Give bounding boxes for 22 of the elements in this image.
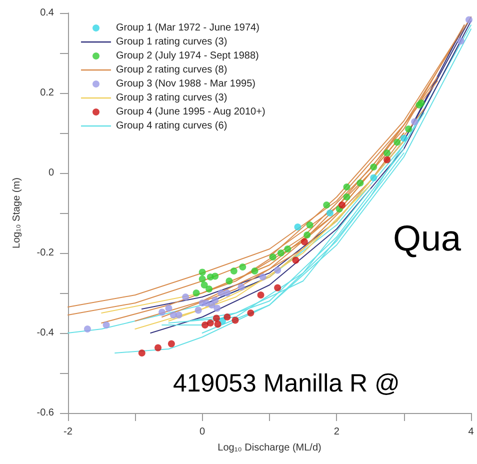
legend-label: Group 3 rating curves (3) [116, 92, 228, 104]
legend-label: Group 4 (June 1995 - Aug 2010+) [116, 106, 266, 118]
x-tick-label: 2 [334, 426, 340, 438]
legend-label: Group 2 rating curves (8) [116, 64, 228, 76]
y-tick-label: 0.4 [40, 8, 54, 18]
legend-label: Group 4 rating curves (6) [116, 120, 228, 132]
x-tick-label: 0 [200, 426, 206, 438]
legend-label: Group 3 (Nov 1988 - Mar 1995) [116, 78, 256, 90]
y-tick-label: 0.2 [40, 88, 54, 98]
legend-label: Group 2 (July 1974 - Sept 1988) [116, 50, 259, 62]
y-tick-label: -0.6 [36, 408, 54, 418]
y-tick-label: -0.2 [36, 248, 54, 258]
y-axis-title: Log₁₀ Stage (m) [12, 178, 22, 248]
legend-label: Group 1 (Mar 1972 - June 1974) [116, 22, 260, 34]
x-axis-title: Log₁₀ Discharge (ML/d) [218, 442, 322, 454]
y-tick-label: 0 [48, 168, 54, 178]
y-tick-label: -0.4 [36, 328, 54, 338]
x-tick-label: -2 [64, 426, 73, 438]
legend-label: Group 1 rating curves (3) [116, 36, 228, 48]
x-tick-label: 4 [468, 426, 474, 438]
annotation: 419053 Manilla R @ [173, 370, 400, 398]
annotation: Qua [393, 218, 462, 258]
